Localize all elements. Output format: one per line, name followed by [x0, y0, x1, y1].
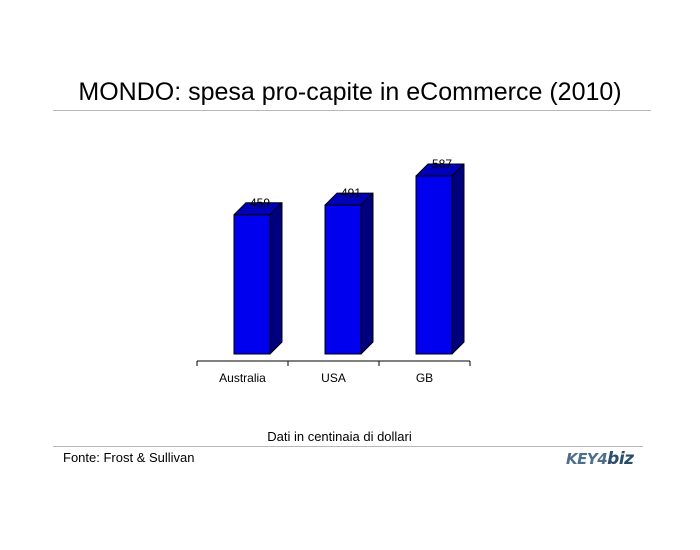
x-tick-label-usa: USA [321, 371, 346, 385]
bar-usa [324, 192, 374, 355]
footer-divider [53, 446, 643, 447]
logo-biz: biz [607, 449, 634, 469]
bar-front-gb [415, 175, 453, 355]
logo-key: KEY [566, 450, 598, 468]
data-label-australia: 459 [250, 196, 270, 210]
bar-gb [415, 163, 465, 355]
bar-side-gb [451, 163, 465, 355]
data-label-usa: 491 [341, 186, 361, 200]
x-tick-label-gb: GB [416, 371, 433, 385]
logo-four: 4 [597, 450, 608, 468]
key4biz-logo: KEY4biz [566, 451, 634, 468]
bar-front-usa [324, 204, 362, 355]
bar-side-australia [269, 202, 283, 355]
x-tick-label-australia: Australia [219, 371, 266, 385]
bar-side-usa [360, 192, 374, 355]
title-divider [53, 110, 651, 111]
bar-australia [233, 202, 283, 355]
data-label-gb: 587 [432, 157, 452, 171]
source-text: Fonte: Frost & Sullivan [63, 450, 195, 465]
units-note: Dati in centinaia di dollari [267, 429, 412, 444]
slide-title: MONDO: spesa pro-capite in eCommerce (20… [78, 78, 622, 106]
bar-front-australia [233, 214, 271, 355]
